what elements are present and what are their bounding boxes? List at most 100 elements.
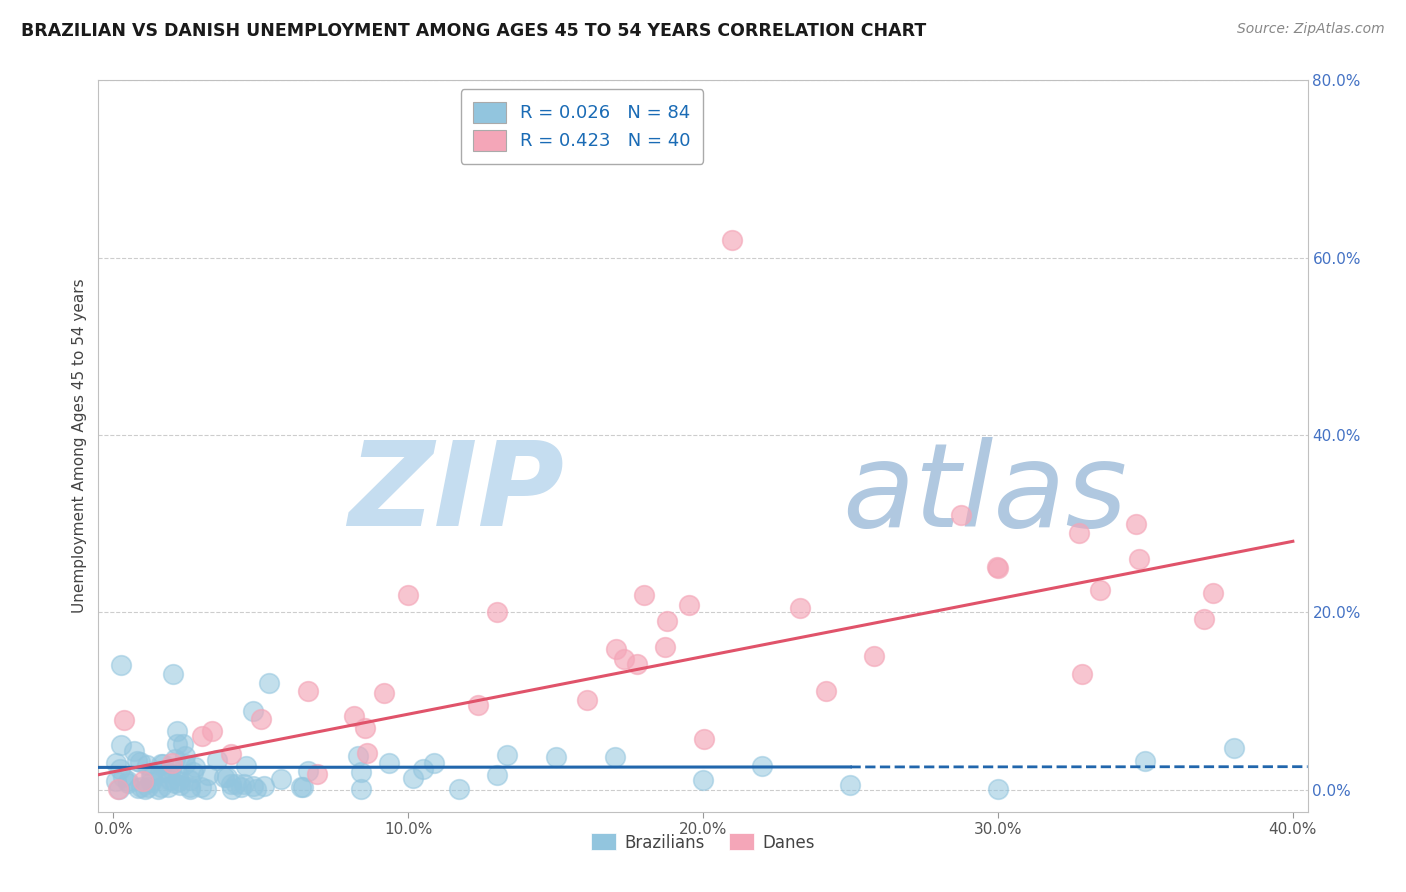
Point <box>179 780 201 794</box>
Point <box>173 749 195 764</box>
Point <box>117 776 139 790</box>
Point <box>1223 740 1246 755</box>
Point <box>205 753 228 767</box>
Point <box>169 778 191 792</box>
Point <box>217 770 239 784</box>
Point <box>678 599 700 613</box>
Point <box>181 764 204 779</box>
Point <box>229 780 252 794</box>
Point <box>122 744 145 758</box>
Point <box>245 781 267 796</box>
Point <box>467 698 489 712</box>
Point <box>194 781 217 796</box>
Point <box>346 749 368 764</box>
Text: BRAZILIAN VS DANISH UNEMPLOYMENT AMONG AGES 45 TO 54 YEARS CORRELATION CHART: BRAZILIAN VS DANISH UNEMPLOYMENT AMONG A… <box>21 22 927 40</box>
Point <box>135 758 157 772</box>
Point <box>179 772 201 787</box>
Point <box>221 781 243 796</box>
Point <box>692 731 714 746</box>
Point <box>190 780 212 794</box>
Point <box>190 730 212 744</box>
Point <box>141 775 163 789</box>
Point <box>242 704 264 718</box>
Point <box>613 651 636 665</box>
Point <box>141 769 163 783</box>
Point <box>172 737 194 751</box>
Point <box>107 781 129 796</box>
Point <box>270 772 292 787</box>
Point <box>485 605 508 619</box>
Point <box>354 722 377 736</box>
Point <box>751 759 773 773</box>
Point <box>136 780 159 794</box>
Point <box>356 746 378 760</box>
Point <box>165 775 187 789</box>
Point <box>350 765 373 780</box>
Point <box>110 738 132 752</box>
Point <box>129 780 152 794</box>
Point <box>1070 666 1092 681</box>
Point <box>179 781 201 796</box>
Legend: Brazilians, Danes: Brazilians, Danes <box>583 827 823 858</box>
Point <box>141 768 163 782</box>
Text: atlas: atlas <box>842 436 1128 550</box>
Point <box>117 773 139 788</box>
Point <box>633 587 655 601</box>
Point <box>129 755 152 769</box>
Point <box>839 778 862 792</box>
Text: ZIP: ZIP <box>347 436 564 551</box>
Point <box>1202 585 1225 599</box>
Point <box>863 649 886 664</box>
Point <box>297 764 319 778</box>
Point <box>174 756 197 771</box>
Point <box>134 781 156 796</box>
Point <box>1128 552 1150 566</box>
Point <box>626 657 648 672</box>
Point <box>1067 525 1090 540</box>
Point <box>105 756 128 771</box>
Point <box>949 508 972 522</box>
Point <box>307 766 329 780</box>
Point <box>789 601 811 615</box>
Point <box>496 747 519 762</box>
Point <box>127 781 149 796</box>
Point <box>1192 612 1215 626</box>
Point <box>110 658 132 673</box>
Point <box>225 777 247 791</box>
Point <box>166 723 188 738</box>
Point <box>485 767 508 781</box>
Point <box>986 559 1008 574</box>
Point <box>242 779 264 793</box>
Point <box>212 771 235 785</box>
Point <box>987 561 1010 575</box>
Point <box>219 747 242 761</box>
Point <box>603 750 626 764</box>
Point <box>233 777 256 791</box>
Point <box>157 765 180 780</box>
Point <box>1125 516 1147 531</box>
Point <box>105 773 128 788</box>
Point <box>149 765 172 780</box>
Y-axis label: Unemployment Among Ages 45 to 54 years: Unemployment Among Ages 45 to 54 years <box>72 278 87 614</box>
Point <box>423 756 446 771</box>
Point <box>401 771 423 785</box>
Point <box>107 781 129 796</box>
Point <box>152 757 174 772</box>
Point <box>159 762 181 776</box>
Text: Source: ZipAtlas.com: Source: ZipAtlas.com <box>1237 22 1385 37</box>
Point <box>343 709 366 723</box>
Point <box>350 781 373 796</box>
Point <box>544 749 567 764</box>
Point <box>197 768 219 782</box>
Point <box>112 770 135 784</box>
Point <box>160 756 183 770</box>
Point <box>253 779 276 793</box>
Point <box>112 714 135 728</box>
Point <box>167 773 190 788</box>
Point <box>655 614 678 628</box>
Point <box>149 757 172 772</box>
Point <box>125 755 148 769</box>
Point <box>1135 754 1157 768</box>
Point <box>150 780 173 795</box>
Point <box>167 767 190 781</box>
